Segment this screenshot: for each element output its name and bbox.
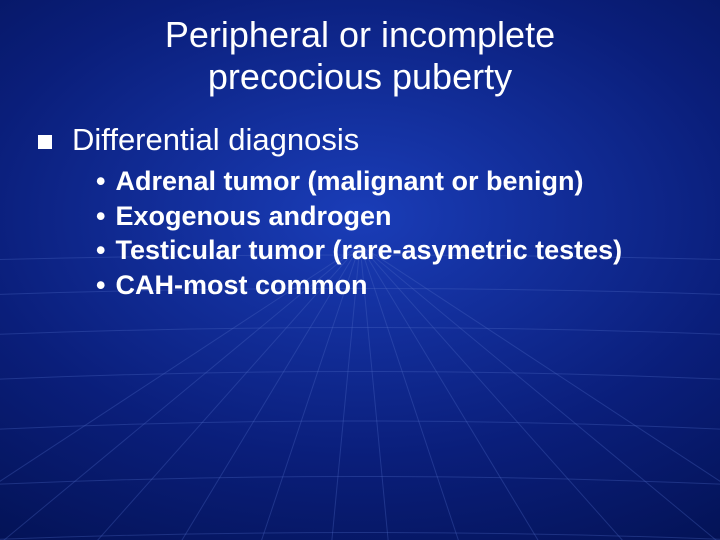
dot-bullet-icon: • bbox=[96, 164, 105, 199]
heading-text: Differential diagnosis bbox=[72, 122, 359, 158]
bullet-text: Adrenal tumor (malignant or benign) bbox=[115, 164, 583, 199]
bullet-text: Exogenous androgen bbox=[115, 199, 391, 234]
bullet-text: Testicular tumor (rare-asymetric testes) bbox=[115, 233, 622, 268]
dot-bullet-icon: • bbox=[96, 268, 105, 303]
list-item: • Exogenous androgen bbox=[96, 199, 690, 234]
bullet-text: CAH-most common bbox=[115, 268, 367, 303]
list-item: • Testicular tumor (rare-asymetric teste… bbox=[96, 233, 690, 268]
dot-bullet-icon: • bbox=[96, 233, 105, 268]
bullet-list: • Adrenal tumor (malignant or benign) • … bbox=[96, 164, 690, 302]
slide-container: Peripheral or incomplete precocious pube… bbox=[0, 0, 720, 540]
dot-bullet-icon: • bbox=[96, 199, 105, 234]
title-line-2: precocious puberty bbox=[208, 56, 512, 97]
heading-row: Differential diagnosis bbox=[38, 122, 690, 158]
slide-title: Peripheral or incomplete precocious pube… bbox=[0, 14, 720, 99]
list-item: • CAH-most common bbox=[96, 268, 690, 303]
list-item: • Adrenal tumor (malignant or benign) bbox=[96, 164, 690, 199]
square-bullet-icon bbox=[38, 135, 52, 149]
title-line-1: Peripheral or incomplete bbox=[165, 14, 555, 55]
slide-body: Differential diagnosis • Adrenal tumor (… bbox=[38, 122, 690, 302]
